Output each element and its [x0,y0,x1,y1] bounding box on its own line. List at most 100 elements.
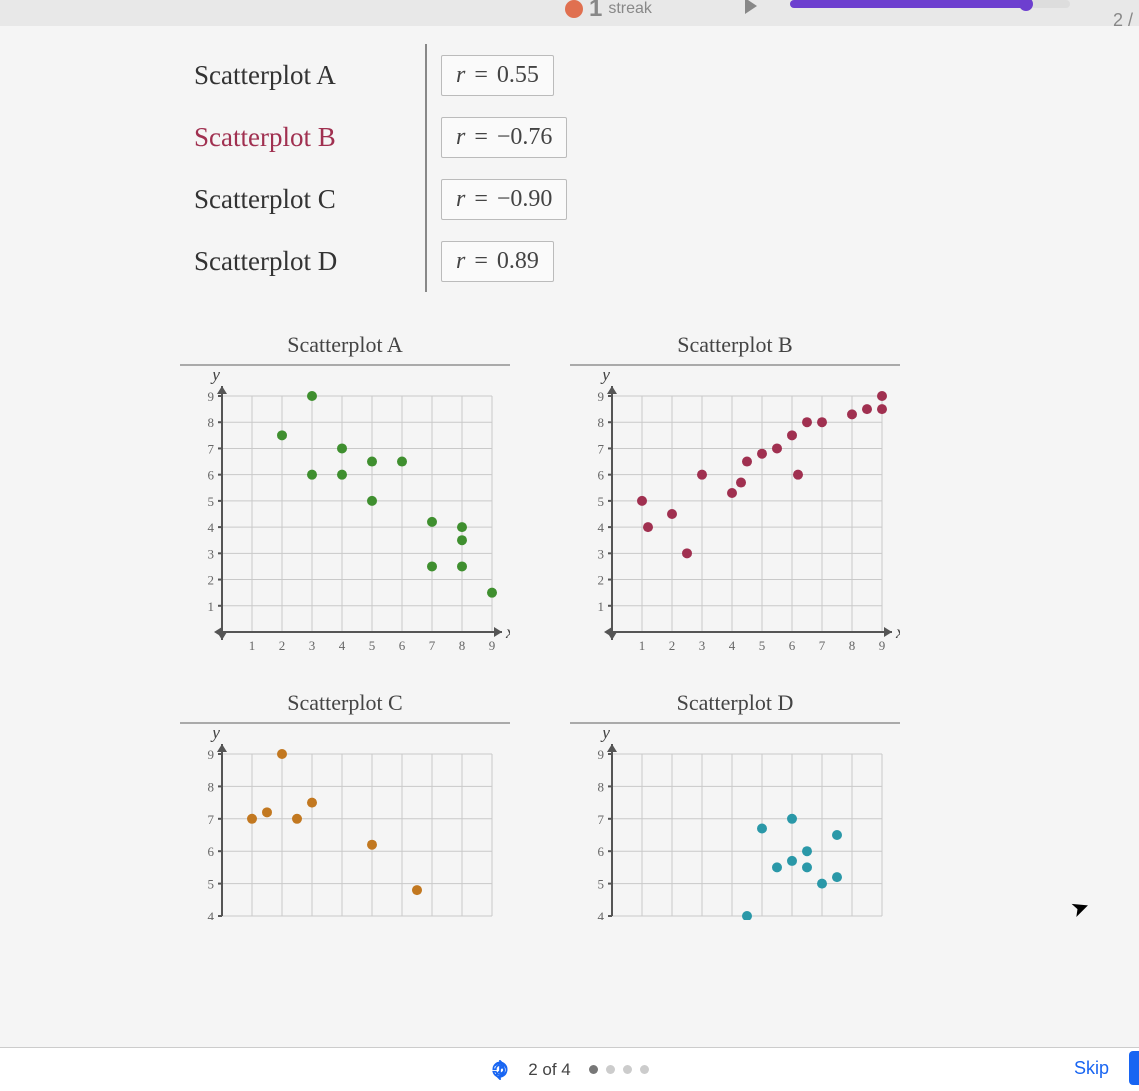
dot[interactable] [606,1065,615,1074]
dot[interactable] [640,1065,649,1074]
svg-text:3: 3 [208,546,215,561]
svg-text:8: 8 [849,638,856,653]
table-row: Scatterplot D r = 0.89 [190,230,1139,292]
svg-text:4: 4 [339,638,346,653]
scatterplot-c-cell: Scatterplot C 4 5 6 7 8 9 y [170,690,520,920]
svg-text:1: 1 [249,638,256,653]
svg-text:4: 4 [208,520,215,535]
svg-text:5: 5 [598,494,605,509]
svg-text:5: 5 [759,638,766,653]
svg-text:6: 6 [208,844,215,859]
svg-text:9: 9 [879,638,886,653]
svg-text:8: 8 [598,415,605,430]
svg-text:y: y [210,730,220,742]
row-label-c: Scatterplot C [190,184,425,215]
svg-text:1: 1 [639,638,646,653]
svg-text:5: 5 [369,638,376,653]
row-value-cell: r = 0.55 [425,44,554,106]
scatterplot-c: 4 5 6 7 8 9 y [180,730,510,920]
plot-title-d: Scatterplot D [570,690,900,724]
row-label-b: Scatterplot B [190,122,425,153]
flame-icon [565,0,583,18]
svg-text:x: x [505,622,510,642]
plot-title-a: Scatterplot A [180,332,510,366]
svg-text:6: 6 [598,468,605,483]
scatterplot-a: 123456789123456789yx [180,372,510,662]
scatterplot-a-cell: Scatterplot A 123456789123456789yx [170,332,520,662]
svg-text:8: 8 [598,779,605,794]
plot-title-c: Scatterplot C [180,690,510,724]
svg-text:6: 6 [399,638,406,653]
svg-text:4: 4 [729,638,736,653]
progress-bar[interactable] [790,0,1070,8]
svg-text:3: 3 [309,638,316,653]
correlation-table: Scatterplot A r = 0.55 Scatterplot B r =… [190,44,1139,292]
play-icon[interactable] [745,0,757,14]
svg-text:x: x [895,622,900,642]
svg-text:9: 9 [208,747,215,762]
svg-text:1: 1 [208,599,215,614]
dot[interactable] [623,1065,632,1074]
svg-text:4: 4 [598,520,605,535]
svg-text:6: 6 [208,468,215,483]
svg-text:y: y [600,372,610,384]
dot[interactable] [589,1065,598,1074]
row-value-cell: r = −0.90 [425,168,567,230]
svg-text:5: 5 [208,494,215,509]
table-row: Scatterplot C r = −0.90 [190,168,1139,230]
svg-text:7: 7 [208,441,215,456]
next-button[interactable] [1129,1051,1139,1085]
table-row: Scatterplot A r = 0.55 [190,44,1139,106]
svg-text:2: 2 [598,573,605,588]
svg-text:6: 6 [789,638,796,653]
svg-text:4: 4 [208,909,215,920]
svg-text:8: 8 [208,779,215,794]
row-value-cell: r = 0.89 [425,230,554,292]
svg-text:6: 6 [598,844,605,859]
r-value-b[interactable]: r = −0.76 [441,117,567,158]
svg-text:4: 4 [598,909,605,920]
r-value-d[interactable]: r = 0.89 [441,241,554,282]
plots-grid: Scatterplot A 1 2 3 4 5 6 7 8 9 1 2 3 4 5 6 7 8 9 y x Scatt… [170,332,920,920]
svg-text:5: 5 [208,877,215,892]
streak-count: 1 [589,0,602,23]
reload-icon[interactable] [490,1060,510,1080]
row-label-a: Scatterplot A [190,60,425,91]
svg-text:7: 7 [429,638,436,653]
svg-text:y: y [600,730,610,742]
row-label-d: Scatterplot D [190,246,425,277]
svg-text:1: 1 [598,599,605,614]
streak-label: streak [608,0,652,18]
svg-text:9: 9 [598,389,605,404]
top-bar: 1 streak 2 / [0,0,1139,20]
scatterplot-b-cell: Scatterplot B 123456789123456789yx [560,332,910,662]
svg-text:9: 9 [598,747,605,762]
plot-title-b: Scatterplot B [570,332,900,366]
page-indicator: 2 of 4 [528,1060,571,1080]
scatterplot-b: 123456789123456789yx [570,372,900,662]
svg-text:8: 8 [208,415,215,430]
content-area: Scatterplot A r = 0.55 Scatterplot B r =… [0,26,1139,1051]
svg-text:5: 5 [598,877,605,892]
svg-text:3: 3 [699,638,706,653]
progress-dots [589,1065,649,1074]
svg-text:7: 7 [208,812,215,827]
streak-indicator: 1 streak [565,0,652,23]
svg-text:7: 7 [598,812,605,827]
svg-text:7: 7 [598,441,605,456]
bottom-bar: 2 of 4 [0,1047,1139,1091]
progress-fill [790,0,1028,8]
svg-text:2: 2 [208,573,215,588]
row-value-cell: r = −0.76 [425,106,567,168]
r-value-c[interactable]: r = −0.90 [441,179,567,220]
table-row: Scatterplot B r = −0.76 [190,106,1139,168]
svg-text:2: 2 [279,638,286,653]
svg-text:9: 9 [489,638,496,653]
svg-text:y: y [210,372,220,384]
svg-text:8: 8 [459,638,466,653]
r-value-a[interactable]: r = 0.55 [441,55,554,96]
svg-text:3: 3 [598,546,605,561]
skip-button[interactable]: Skip [1064,1054,1119,1083]
svg-text:2: 2 [669,638,676,653]
scatterplot-d: 4 5 6 7 8 9 y [570,730,900,920]
